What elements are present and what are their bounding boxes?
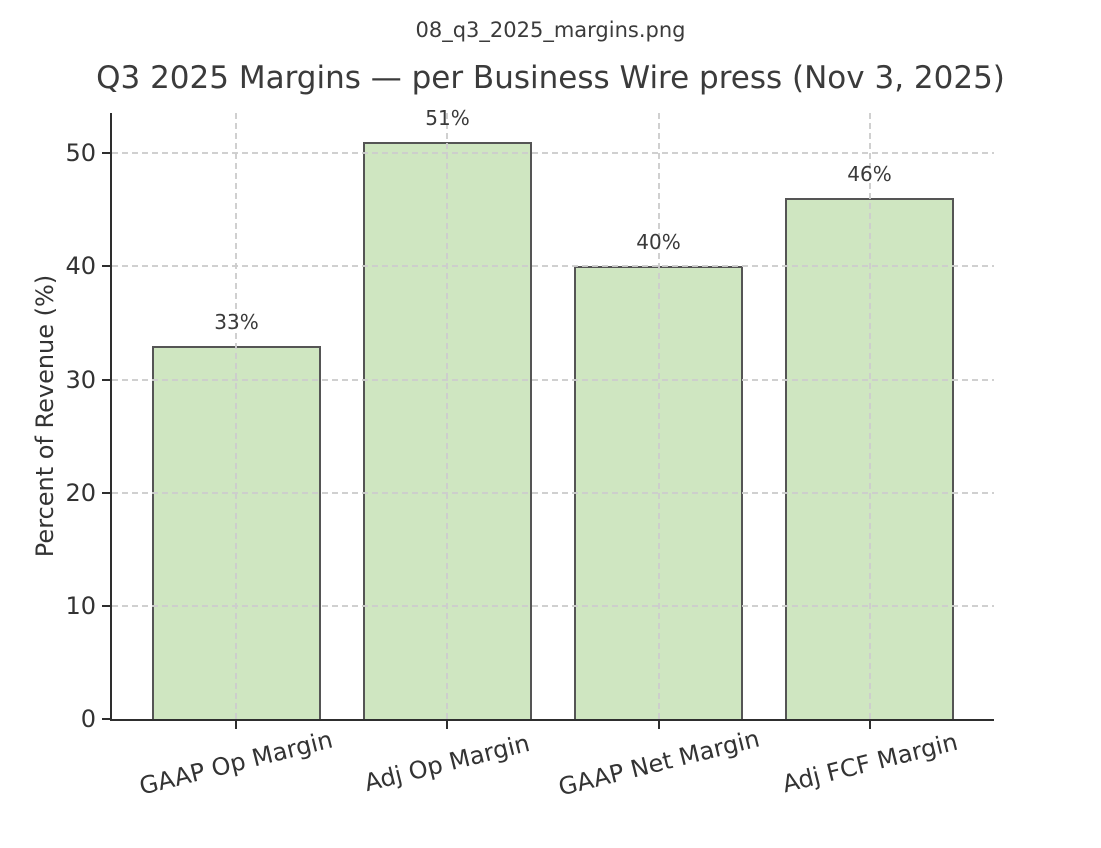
y-gridline — [112, 491, 994, 494]
chart-title: Q3 2025 Margins — per Business Wire pres… — [96, 60, 1005, 96]
y-gridline — [112, 152, 994, 155]
x-tick-mark — [657, 721, 660, 729]
x-tick-mark — [235, 721, 238, 729]
x-tick-mark — [446, 721, 449, 729]
bar-value-label: 33% — [214, 309, 259, 334]
y-gridline — [112, 265, 994, 268]
bar-value-label: 51% — [425, 105, 470, 130]
y-tick-mark — [102, 604, 110, 607]
y-tick-mark — [102, 491, 110, 494]
x-tick-label: Adj Op Margin — [361, 728, 533, 798]
y-tick-mark — [102, 152, 110, 155]
x-tick-label: GAAP Net Margin — [555, 724, 762, 802]
x-gridline — [446, 113, 449, 719]
x-tick-mark — [868, 721, 871, 729]
y-tick-label: 50 — [65, 139, 96, 168]
x-tick-label: Adj FCF Margin — [779, 727, 960, 799]
x-tick-label: GAAP Op Margin — [137, 725, 336, 801]
y-tick-label: 30 — [65, 365, 96, 394]
x-gridline — [235, 113, 238, 719]
plot-area: 0 10 20 30 40 50 GAAP Op Margin 33% Adj Op Margi… — [65, 106, 994, 801]
y-tick-label: 0 — [80, 705, 96, 733]
y-axis-label: Percent of Revenue (%) — [31, 274, 59, 558]
bar-value-label: 46% — [847, 162, 892, 187]
x-gridline — [657, 113, 660, 719]
y-tick-mark — [102, 265, 110, 268]
bar-value-label: 40% — [636, 230, 681, 255]
y-tick-label: 20 — [65, 478, 96, 507]
y-gridline — [112, 378, 994, 381]
y-gridline — [112, 604, 994, 607]
y-tick-mark — [102, 378, 110, 381]
y-tick-label: 40 — [65, 252, 96, 281]
y-tick-mark — [102, 718, 110, 720]
figure-suptitle: 08_q3_2025_margins.png — [415, 18, 686, 42]
x-gridline — [868, 113, 871, 719]
y-tick-label: 10 — [65, 591, 96, 620]
